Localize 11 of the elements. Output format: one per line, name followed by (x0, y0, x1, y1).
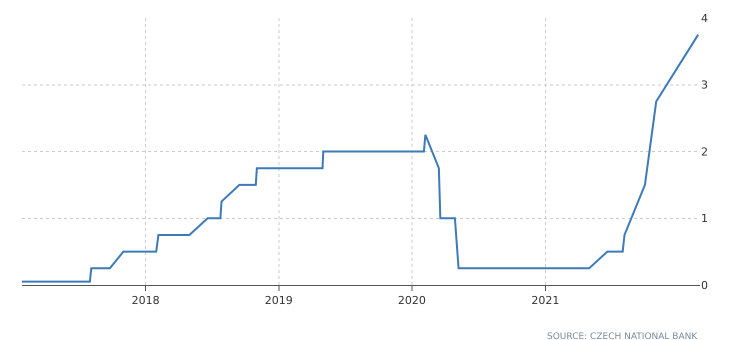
x-tick-label: 2019 (264, 294, 293, 308)
x-tick-label: 2020 (398, 294, 426, 308)
y-tick-label: 1 (701, 212, 708, 226)
line-series (22, 34, 700, 283)
y-tick-label: 3 (701, 78, 708, 92)
x-tick-label: 2018 (132, 294, 160, 308)
source-note: SOURCE: CZECH NATIONAL BANK (547, 332, 698, 340)
y-tick-label: 2 (701, 145, 708, 158)
x-tick-label: 2021 (531, 294, 560, 308)
y-tick-label: 4 (701, 12, 708, 25)
y-tick-label: 0 (701, 278, 708, 292)
